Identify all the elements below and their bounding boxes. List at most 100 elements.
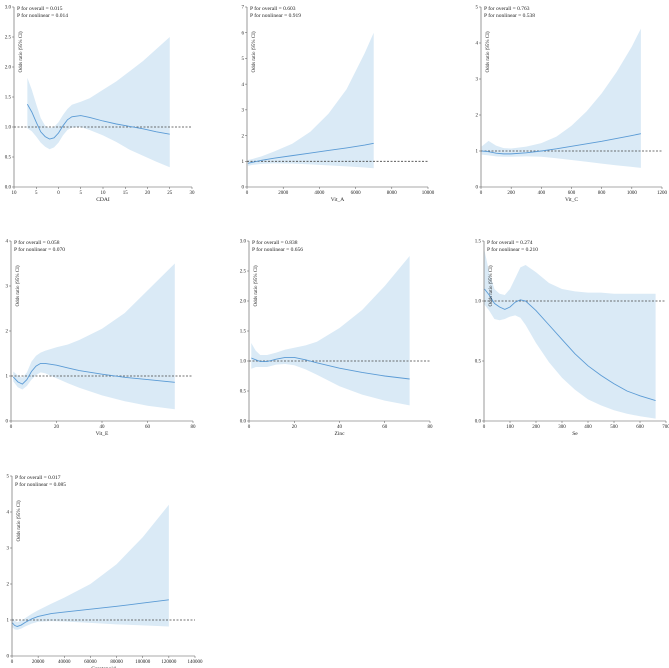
p-value-text: P for overall = 0.274 <box>487 239 533 246</box>
chart-panel-zinc: 0 20 40 60 80 0.0 0.5 1.0 1.5 2.0 2.5 3.0 Zinc Odds r… <box>240 239 433 437</box>
x-tick-label: 80000 <box>110 660 123 665</box>
x-tick-label: 800 <box>598 191 606 196</box>
y-tick-label: 0.5 <box>240 390 247 395</box>
x-tick-label: 0 <box>483 425 486 430</box>
x-tick-label: 140000 <box>188 660 204 665</box>
p-value-text: P for overall = 0.015 <box>17 5 63 12</box>
y-tick-label: 3 <box>6 285 9 290</box>
x-tick-label: 80 <box>191 425 197 430</box>
p-value-text: P for nonlinear = 0.538 <box>484 12 535 19</box>
estimate-line <box>484 288 656 402</box>
estimate-line <box>251 356 410 380</box>
chart-panel-vit-e: 0 20 40 60 80 0 1 2 3 4 Vit_E Odds ratio (95% CI) P … <box>6 239 197 437</box>
y-tick-label: 1 <box>7 619 10 624</box>
y-tick-label: 7 <box>242 6 245 11</box>
x-axis-label: Carotenoid <box>91 666 116 668</box>
x-tick-label: 10000 <box>422 191 435 196</box>
x-axis-label: CDAI <box>96 197 110 203</box>
x-tick-label: 400 <box>538 191 546 196</box>
y-tick-label: 3.0 <box>5 6 12 11</box>
x-tick-label: 80 <box>428 425 434 430</box>
x-tick-label: 8000 <box>387 191 398 196</box>
y-tick-label: 0 <box>7 655 10 660</box>
y-axis-label: Odds ratio (95% CI) <box>252 31 257 72</box>
y-tick-label: 2 <box>6 330 9 335</box>
x-tick-label: 0 <box>248 425 251 430</box>
y-tick-label: 2 <box>7 583 10 588</box>
y-tick-label: 2 <box>242 134 245 139</box>
chart-panel-cdai: 10 5 0 5 10 15 20 25 30 0.0 0.5 1.0 1.5 2.0 2.5 3.0 CDAI… <box>5 5 195 203</box>
p-value-text: P for nonlinear = 0.656 <box>252 246 303 253</box>
x-tick-label: 4000 <box>314 191 325 196</box>
y-tick-label: 0 <box>242 186 245 191</box>
p-value-text: P for overall = 0.603 <box>250 5 296 12</box>
x-axis-label: Se <box>572 431 578 437</box>
y-tick-label: 1.0 <box>240 360 247 365</box>
confidence-band <box>484 250 656 419</box>
x-tick-label: 100000 <box>135 660 151 665</box>
chart-panel-vit-c: 0 200 400 600 800 1000 1200 0 1 2 3 4 5 Vit_C Odds rat… <box>476 5 668 203</box>
x-tick-label: 60 <box>382 425 388 430</box>
x-tick-label: 1000 <box>627 191 638 196</box>
estimate-line <box>12 599 169 627</box>
p-value-text: P for overall = 0.838 <box>252 239 298 246</box>
y-tick-label: 1.5 <box>475 240 482 245</box>
x-tick-label: 40000 <box>58 660 71 665</box>
y-tick-label: 2.5 <box>240 270 247 275</box>
confidence-band <box>12 504 169 630</box>
x-tick-label: 40 <box>100 425 106 430</box>
x-tick-label: 200 <box>507 191 515 196</box>
y-tick-label: 3.0 <box>240 240 247 245</box>
x-tick-label: 15 <box>123 191 129 196</box>
x-tick-label: 40 <box>337 425 343 430</box>
y-tick-label: 2.0 <box>5 66 12 71</box>
confidence-band <box>247 32 374 169</box>
x-tick-label: 10 <box>12 191 18 196</box>
x-tick-label: 30 <box>190 191 196 196</box>
p-value-text: P for overall = 0.017 <box>15 474 61 481</box>
confidence-band <box>13 263 175 410</box>
y-tick-label: 2.5 <box>5 36 12 41</box>
x-axis-label: Vit_C <box>565 197 578 203</box>
x-tick-label: 20 <box>54 425 60 430</box>
x-tick-label: 6000 <box>351 191 362 196</box>
y-tick-label: 4 <box>242 83 245 88</box>
y-tick-label: 3 <box>7 547 10 552</box>
y-tick-label: 0 <box>6 420 9 425</box>
p-value-text: P for overall = 0.058 <box>14 239 60 246</box>
x-tick-label: 0 <box>246 191 249 196</box>
confidence-band <box>251 256 410 406</box>
y-tick-label: 1 <box>476 150 479 155</box>
x-tick-label: 2000 <box>278 191 289 196</box>
y-tick-label: 5 <box>242 57 245 62</box>
p-value-text: P for overall = 0.763 <box>484 5 530 12</box>
y-axis-label: Odds ratio (95% CI) <box>254 265 259 306</box>
y-axis-label: Odds ratio (95% CI) <box>489 265 494 306</box>
x-tick-label: 20000 <box>32 660 45 665</box>
x-tick-label: 20 <box>292 425 298 430</box>
x-tick-label: 300 <box>558 425 566 430</box>
x-axis-label: Zinc <box>334 431 345 437</box>
x-tick-label: 60000 <box>84 660 97 665</box>
x-tick-label: 5 <box>35 191 38 196</box>
chart-panel-vit-a: 0 2000 4000 6000 8000 10000 0 1 2 3 4 5 6 7 Vit_A Odds … <box>242 5 435 203</box>
estimate-line <box>481 133 641 155</box>
x-tick-label: 400 <box>584 425 592 430</box>
chart-panel-se: 0 100 200 300 400 500 600 700 0.0 0.5 1.0 1.5 Se Odds… <box>475 239 669 437</box>
x-tick-label: 20 <box>145 191 151 196</box>
x-tick-label: 25 <box>167 191 173 196</box>
estimate-line <box>247 142 374 164</box>
p-value-text: P for nonlinear = 0.210 <box>487 246 538 253</box>
y-tick-label: 0.0 <box>240 420 247 425</box>
y-tick-label: 1.0 <box>475 300 482 305</box>
y-tick-label: 3 <box>476 78 479 83</box>
x-tick-label: 600 <box>568 191 576 196</box>
y-axis-label: Odds ratio (95% CI) <box>486 31 491 72</box>
y-tick-label: 0.0 <box>475 420 482 425</box>
y-tick-label: 1 <box>242 160 245 165</box>
x-tick-label: 60 <box>145 425 151 430</box>
p-value-text: P for nonlinear = 0.085 <box>15 481 66 488</box>
x-tick-label: 500 <box>610 425 618 430</box>
y-tick-label: 1.0 <box>5 126 12 131</box>
y-axis-label: Odds ratio (95% CI) <box>19 31 24 72</box>
